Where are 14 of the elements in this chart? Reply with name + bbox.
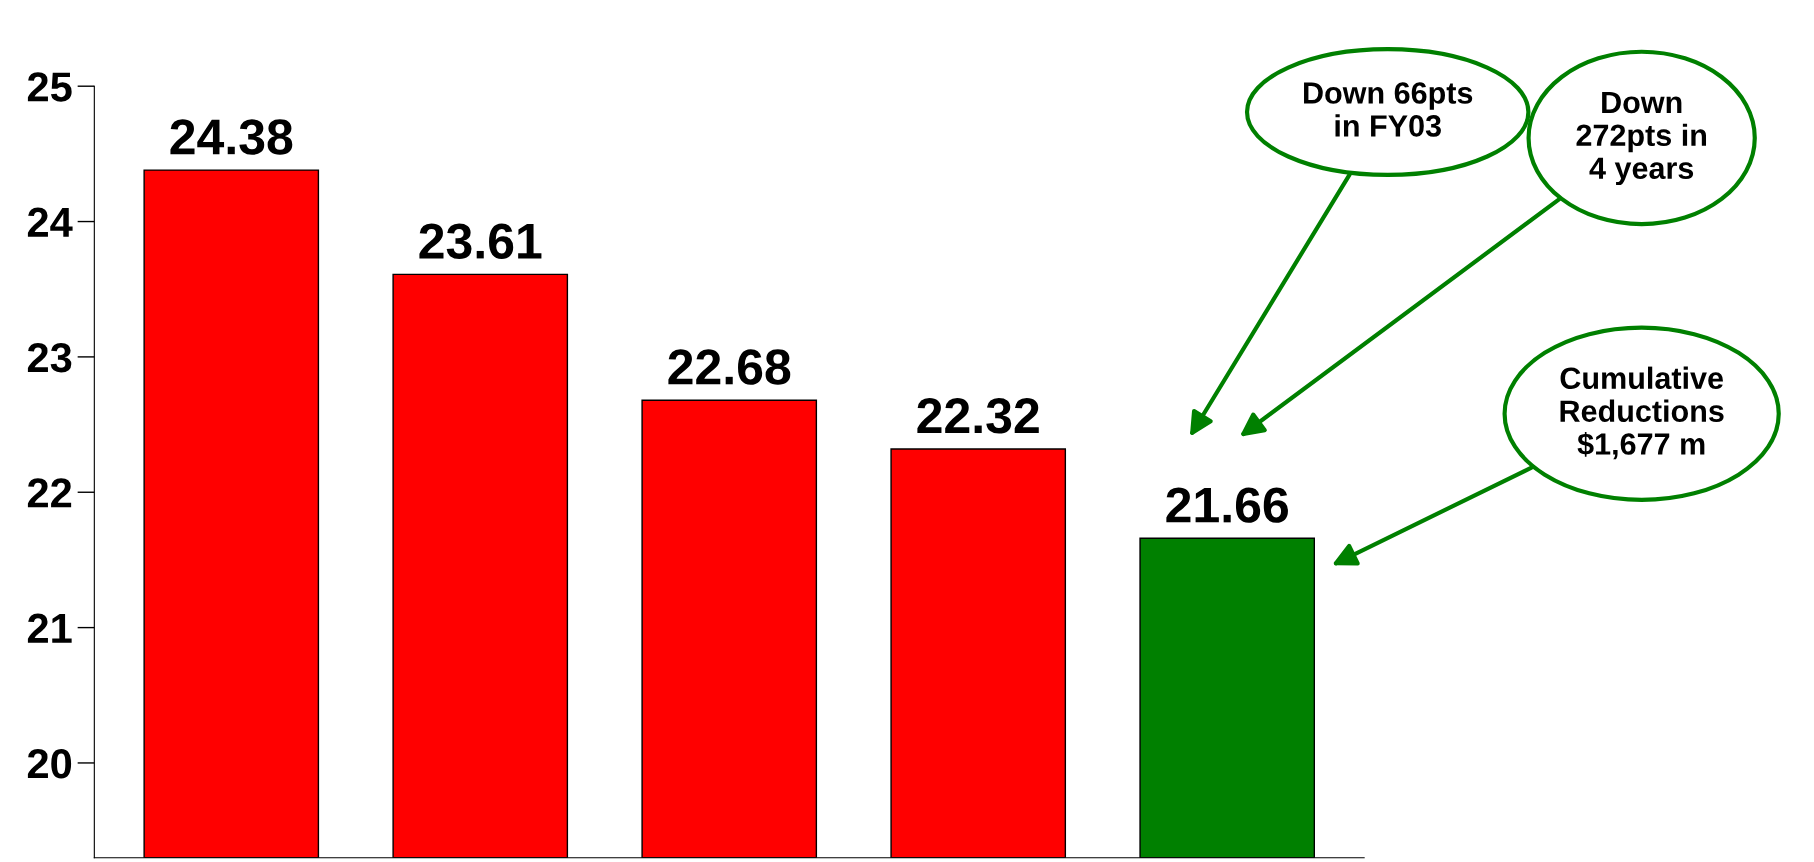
y-tick-label: 23 <box>27 342 72 373</box>
data-label: 23.61 <box>419 223 542 259</box>
annotation: Down 66pts in FY03 <box>1304 82 1473 137</box>
data-label: 22.32 <box>917 398 1039 434</box>
data-label: 22.68 <box>668 349 791 385</box>
text: Down 272pts in 4 years <box>1576 91 1707 186</box>
y-tick-label: 22 <box>27 478 72 508</box>
y-tick-label: 20 <box>27 748 72 779</box>
text: Cumulative Reductions $1,677 m <box>1560 366 1724 460</box>
y-tick-label: 25 <box>27 72 72 102</box>
data-label: 24.38 <box>170 119 293 155</box>
data-label: 21.66 <box>1166 487 1288 523</box>
y-tick-label: 21 <box>27 613 72 643</box>
y-tick-label: 24 <box>27 207 73 237</box>
